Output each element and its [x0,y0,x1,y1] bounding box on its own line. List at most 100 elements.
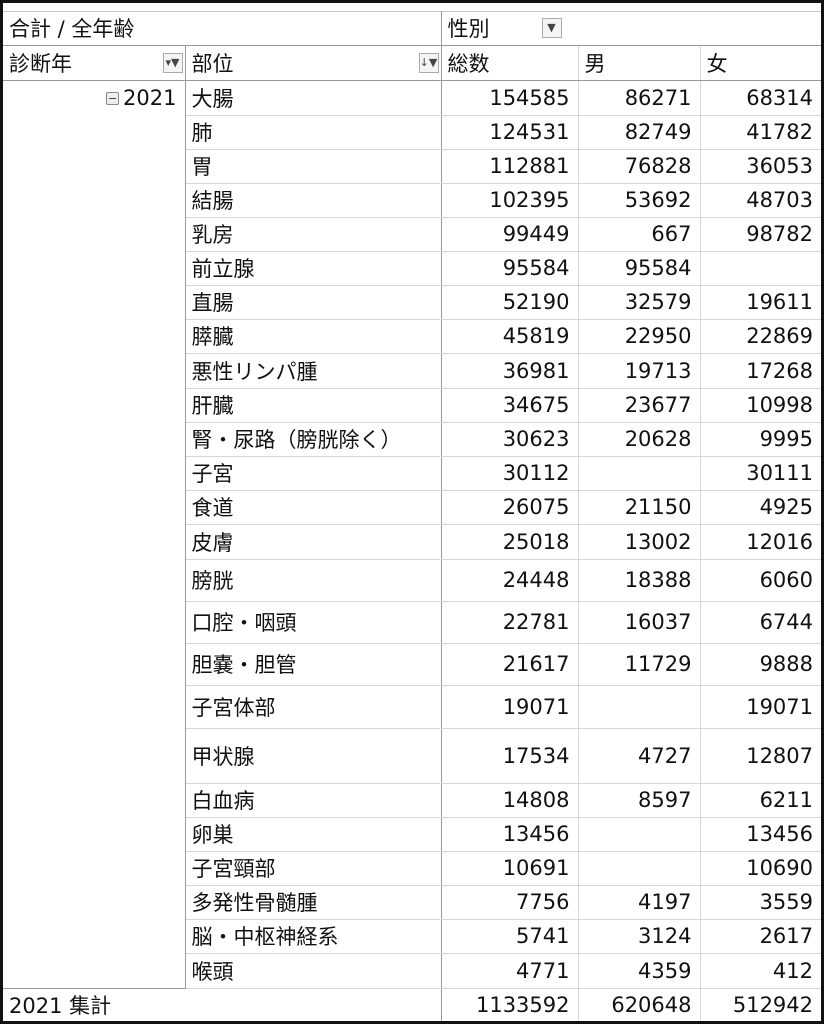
column-header-male: 男 [578,45,701,81]
male-cell: 23677 [578,388,701,423]
site-cell: 食道 [185,490,442,525]
table-row: 2021 大腸 154585 86271 68314 [3,80,822,988]
female-cell: 19071 [700,685,822,729]
male-cell: 19713 [578,353,701,389]
table-row: 多発性骨髄腫 7756 4197 3559 [3,885,822,920]
column-filter-dropdown[interactable]: ▼ [541,17,562,38]
male-cell: 4727 [578,728,701,784]
male-cell: 667 [578,217,701,252]
table-row: 肺 124531 82749 41782 [3,115,822,150]
male-cell: 20628 [578,422,701,457]
female-cell: 10690 [700,851,822,886]
female-cell: 36053 [700,149,822,184]
table-row: 胃 112881 76828 36053 [3,149,822,184]
site-cell: 口腔・咽頭 [185,601,442,644]
table-row: 喉頭 4771 4359 412 [3,953,822,989]
male-cell: 3124 [578,919,701,954]
female-cell: 17268 [700,353,822,389]
column-field-label: 性別 [447,16,490,41]
male-cell: 53692 [578,183,701,218]
table-row: 子宮 30112 30111 [3,456,822,491]
male-cell: 4197 [578,885,701,920]
header-row-2: 診断年 ▾▼ 部位 ↓▼ 総数 男 女 [3,45,822,81]
total-cell: 154585 [441,80,579,116]
table-row: 直腸 52190 32579 19611 [3,285,822,320]
female-cell: 68314 [700,80,822,116]
site-cell: 皮膚 [185,524,442,560]
male-cell [578,851,701,886]
total-cell: 102395 [441,183,579,218]
site-cell: 甲状腺 [185,728,442,784]
female-cell [700,251,822,286]
female-cell: 412 [700,953,822,989]
table-row: 悪性リンパ腫 36981 19713 17268 [3,353,822,389]
table-row: 口腔・咽頭 22781 16037 6744 [3,601,822,644]
total-cell: 22781 [441,601,579,644]
site-cell: 結腸 [185,183,442,218]
total-cell: 99449 [441,217,579,252]
site-cell: 脳・中枢神経系 [185,919,442,954]
female-cell: 13456 [700,817,822,852]
site-cell: 直腸 [185,285,442,320]
value-field-label: 合計 / 全年齢 [3,11,442,46]
female-cell: 19611 [700,285,822,320]
grand-total-label: 2021 集計 [3,987,442,1021]
female-cell: 12016 [700,524,822,560]
table-row: 膀胱 24448 18388 6060 [3,559,822,602]
site-cell: 多発性骨髄腫 [185,885,442,920]
site-cell: 膀胱 [185,559,442,602]
total-cell: 13456 [441,817,579,852]
site-cell: 膵臓 [185,319,442,354]
row-field-site-label: 部位 [191,51,234,76]
pivot-table: 合計 / 全年齢 性別 ▼ 診断年 ▾▼ 部位 ↓▼ 総数 [3,11,822,1021]
total-cell: 21617 [441,643,579,686]
total-cell: 17534 [441,728,579,784]
table-row: 膵臓 45819 22950 22869 [3,319,822,354]
female-cell: 12807 [700,728,822,784]
male-cell: 76828 [578,149,701,184]
sort-filter-icon: ↓▼ [419,56,438,69]
total-cell: 10691 [441,851,579,886]
female-cell: 4925 [700,490,822,525]
female-cell: 41782 [700,115,822,150]
site-cell: 喉頭 [185,953,442,989]
site-cell: 子宮 [185,456,442,491]
site-cell: 肺 [185,115,442,150]
female-cell: 48703 [700,183,822,218]
site-sort-filter-button[interactable]: ↓▼ [418,52,439,73]
female-cell: 10998 [700,388,822,423]
female-cell: 6211 [700,783,822,818]
grand-total-total: 1133592 [441,987,579,1021]
filter-icon: ▾▼ [165,56,180,69]
grand-total-female: 512942 [700,987,822,1021]
table-row: 卵巣 13456 13456 [3,817,822,852]
male-cell [578,456,701,491]
table-row: 脳・中枢神経系 5741 3124 2617 [3,919,822,954]
total-cell: 4771 [441,953,579,989]
male-cell: 22950 [578,319,701,354]
collapse-icon[interactable] [106,92,120,105]
male-cell: 82749 [578,115,701,150]
female-cell: 3559 [700,885,822,920]
total-cell: 24448 [441,559,579,602]
table-row: 食道 26075 21150 4925 [3,490,822,525]
total-cell: 124531 [441,115,579,150]
site-cell: 胃 [185,149,442,184]
table-row: 腎・尿路（膀胱除く） 30623 20628 9995 [3,422,822,457]
male-cell: 8597 [578,783,701,818]
female-cell: 9995 [700,422,822,457]
site-cell: 子宮体部 [185,685,442,729]
column-header-female: 女 [700,45,822,81]
total-cell: 34675 [441,388,579,423]
male-cell: 11729 [578,643,701,686]
year-filter-button[interactable]: ▾▼ [162,52,183,73]
site-cell: 腎・尿路（膀胱除く） [185,422,442,457]
male-cell: 21150 [578,490,701,525]
female-cell: 22869 [700,319,822,354]
table-row: 前立腺 95584 95584 [3,251,822,286]
row-field-year-cell: 診断年 ▾▼ [3,45,186,81]
site-cell: 白血病 [185,783,442,818]
column-field-cell: 性別 ▼ [441,11,822,46]
total-cell: 19071 [441,685,579,729]
